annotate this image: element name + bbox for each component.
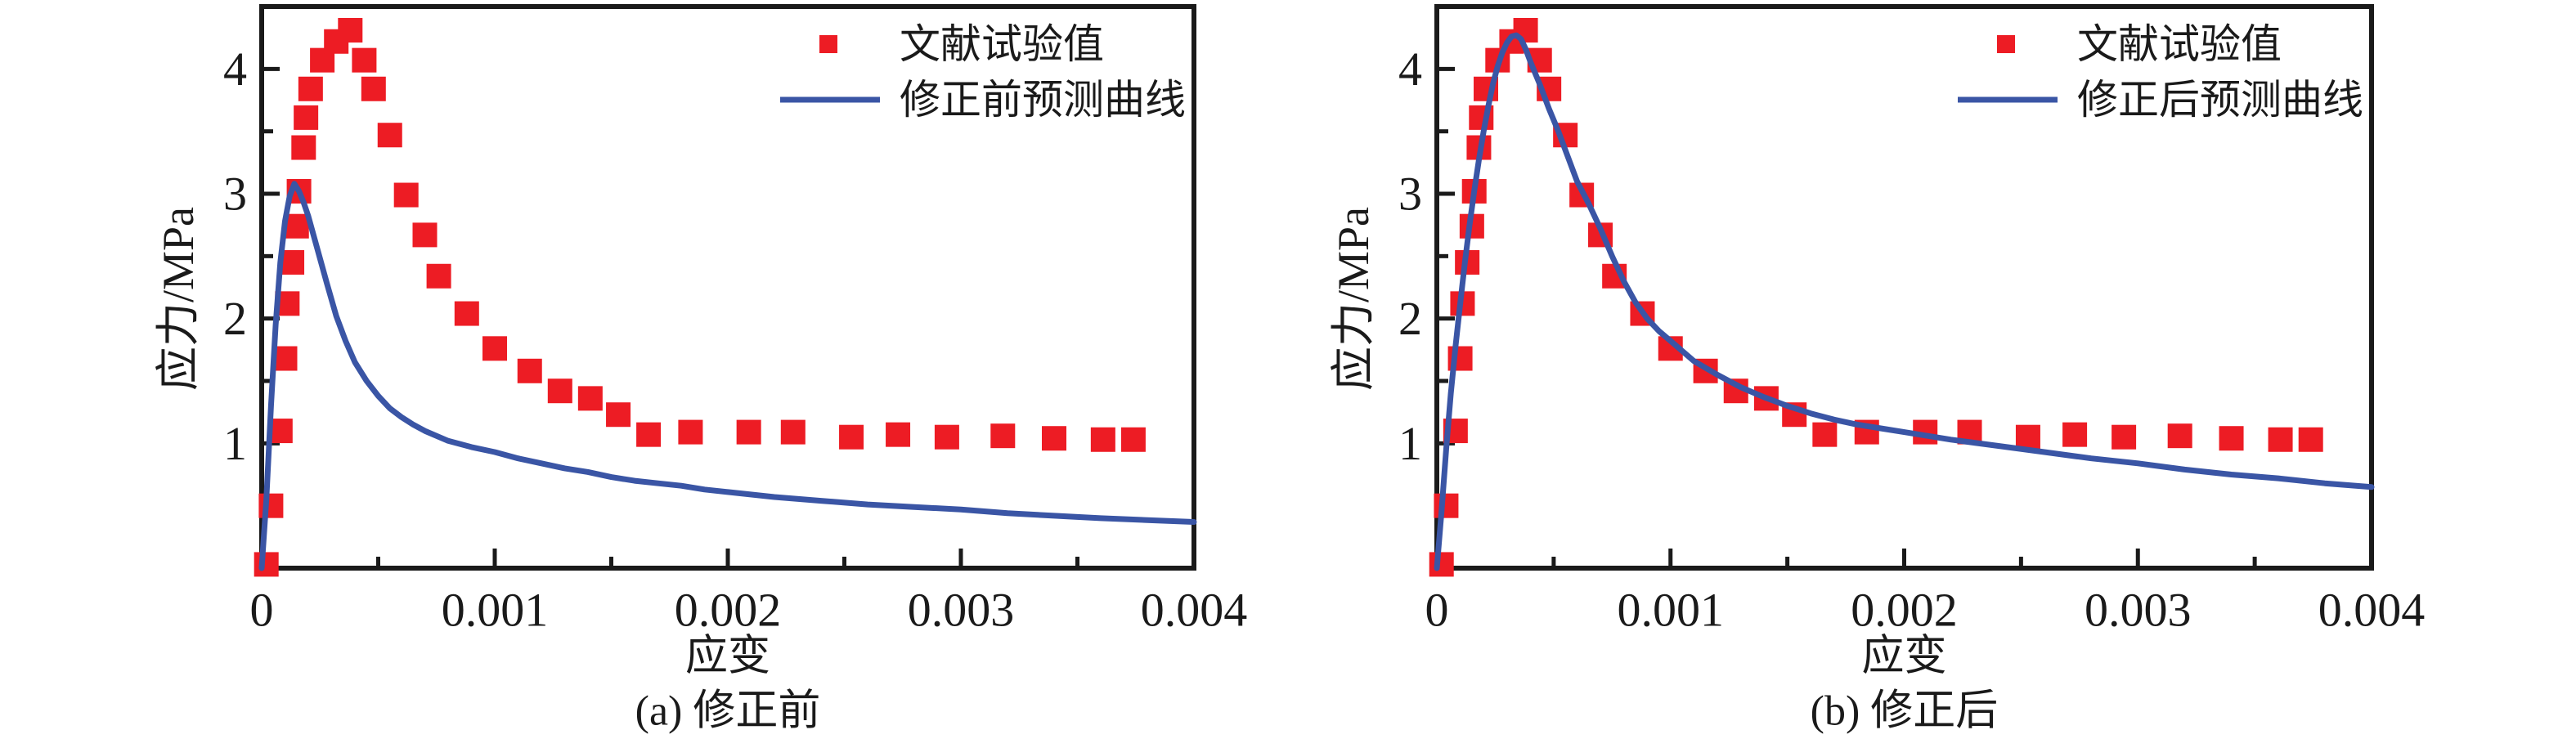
data-point-square <box>258 493 284 518</box>
y-tick-label: 4 <box>223 43 247 96</box>
chart-panel-b: 0 0.001 0.002 0.003 0.004 1 2 3 4 应变 应力/MPa (b) 修正后… <box>1329 4 2426 735</box>
data-point-square <box>1042 426 1066 451</box>
x-tick-label: 0.003 <box>2085 584 2192 637</box>
prediction-curve <box>258 181 1197 571</box>
y-axis-title: 应力/MPa <box>154 207 203 391</box>
x-axis-title: 应变 <box>1861 634 1946 680</box>
legend-label: 修正后预测曲线 <box>2077 77 2363 123</box>
data-point-square <box>2219 426 2244 451</box>
chart-panel-a: 0 0.001 0.002 0.003 0.004 1 2 3 4 应变 应力/MPa (a) 修正前… <box>154 4 1248 735</box>
data-point-square <box>886 422 911 447</box>
data-point-square <box>2298 427 2323 452</box>
data-point-square <box>839 424 864 450</box>
data-point-square <box>294 105 319 130</box>
panel-caption: (a) 修正前 <box>635 688 821 735</box>
x-tick-label: 0.004 <box>2318 584 2426 637</box>
data-point-square <box>426 263 451 289</box>
data-point-square <box>736 419 761 445</box>
legend-label: 文献试验值 <box>2077 21 2282 67</box>
data-point-square <box>547 378 572 404</box>
data-point-square <box>990 423 1016 449</box>
data-point-square <box>393 182 419 208</box>
data-point-square <box>352 47 377 73</box>
legend-label: 修正前预测曲线 <box>900 77 1186 123</box>
data-point-square <box>291 135 316 160</box>
data-point-square <box>1812 422 1838 447</box>
x-tick-label: 0 <box>1425 584 1449 637</box>
x-tick-label: 0.001 <box>442 584 549 637</box>
data-point-square <box>298 76 323 101</box>
data-point-square <box>2167 423 2192 449</box>
data-point-square <box>2062 422 2088 447</box>
data-point-square <box>1090 427 1115 452</box>
data-point-square <box>636 422 662 447</box>
y-tick-label: 3 <box>1398 168 1422 221</box>
data-point-square <box>2015 424 2040 450</box>
y-tick-label: 1 <box>223 417 247 470</box>
data-point-square <box>454 301 479 326</box>
data-point-square <box>1429 552 1454 577</box>
data-point-square <box>482 336 507 361</box>
y-tick-label: 2 <box>223 292 247 345</box>
x-tick-label: 0.002 <box>675 584 782 637</box>
y-axis-title: 应力/MPa <box>1329 207 1378 391</box>
prediction-curve <box>1434 32 2375 571</box>
x-tick-label: 0.004 <box>1141 584 1248 637</box>
legend-square-marker-icon <box>819 35 837 53</box>
data-point-square <box>2112 424 2137 450</box>
data-point-square <box>517 358 542 383</box>
panel-caption: (b) 修正后 <box>1811 688 1999 735</box>
y-tick-label: 1 <box>1398 417 1422 470</box>
x-tick-label: 0.003 <box>908 584 1015 637</box>
legend-label: 文献试验值 <box>900 21 1104 67</box>
data-point-square <box>254 552 279 577</box>
legend-square-marker-icon <box>1997 35 2015 53</box>
x-tick-label: 0.001 <box>1618 584 1725 637</box>
data-point-square <box>377 123 402 148</box>
x-tick-label: 0 <box>250 584 274 637</box>
x-axis-title: 应变 <box>685 634 770 680</box>
data-point-square <box>338 18 363 43</box>
data-point-square <box>780 419 806 445</box>
data-point-square <box>1120 427 1146 452</box>
data-point-square <box>606 402 631 428</box>
data-point-square <box>577 386 603 411</box>
data-point-square <box>678 419 703 445</box>
y-tick-label: 4 <box>1398 43 1422 96</box>
data-point-square <box>361 76 386 101</box>
x-tick-label: 0.002 <box>1851 584 1958 637</box>
data-point-square <box>1434 493 1459 518</box>
y-tick-label: 3 <box>223 168 247 221</box>
data-point-square <box>412 222 438 248</box>
data-point-square <box>934 424 959 450</box>
data-point-square <box>2268 427 2293 452</box>
y-tick-label: 2 <box>1398 292 1422 345</box>
